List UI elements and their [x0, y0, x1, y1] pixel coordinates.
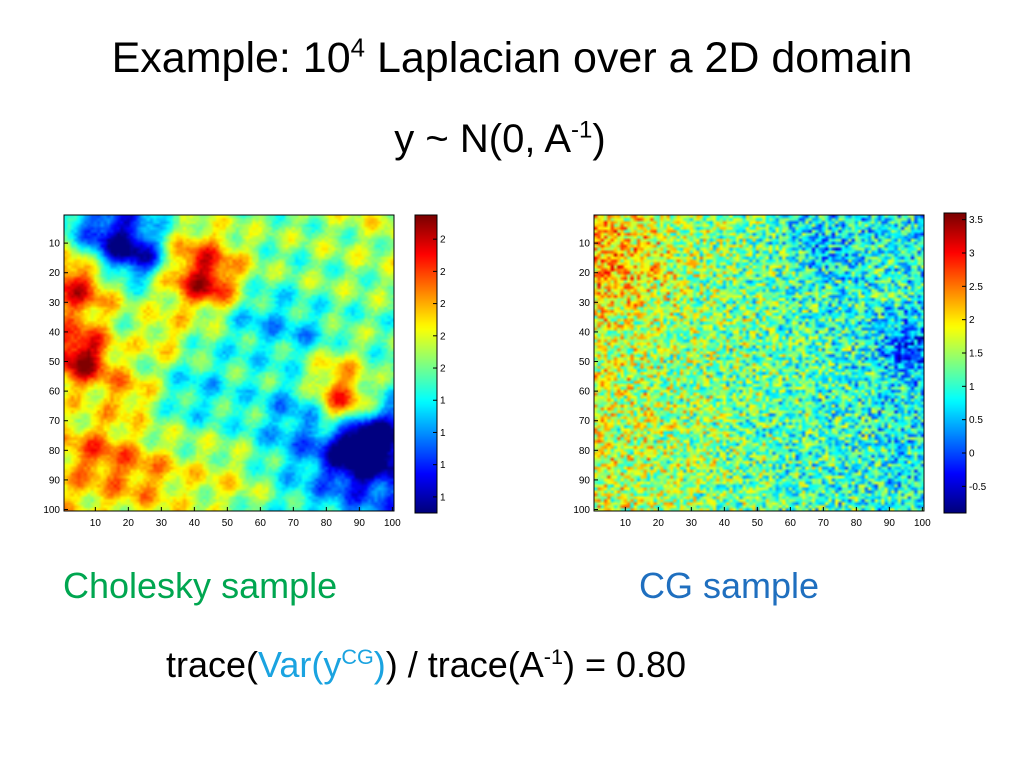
cg-y-tick-label: 50	[579, 357, 591, 368]
cholesky-heatmap-image	[64, 215, 394, 511]
cg-x-tick-label: 20	[653, 518, 665, 529]
cholesky-y-tick-label: 90	[49, 475, 61, 486]
inverse-superscript: -1	[543, 644, 563, 669]
slide-subtitle: y ~ N(0, A-1)	[394, 116, 606, 161]
cholesky-y-tick-label: 20	[49, 268, 61, 279]
cg-colorbar-tick-label: 3	[969, 249, 975, 260]
cholesky-heatmap-chart: 10 20 30 40 50 60 70 80 90 100 10 20 30 40 50 60 70 80 90 1…	[43, 214, 446, 529]
cg-colorbar	[944, 213, 966, 513]
cg-colorbar-ticks: -0.5 0 0.5 1 1.5 2 2.5 3 3.5	[962, 215, 987, 493]
cholesky-y-tick-label: 60	[49, 387, 61, 398]
cg-colorbar-tick-label: 2	[969, 315, 975, 326]
cg-x-tick-label: 50	[752, 518, 764, 529]
cg-colorbar-tick-label: -0.5	[969, 482, 987, 493]
cholesky-y-tick-label: 100	[43, 505, 60, 516]
slide-title: Example: 104 Laplacian over a 2D domain	[111, 34, 913, 82]
cg-y-tick-label: 100	[573, 505, 590, 516]
cholesky-colorbar-tick-label: 1.6	[440, 428, 446, 439]
cg-y-tick-label: 40	[579, 327, 591, 338]
cholesky-colorbar-tick-label: 2.6	[440, 267, 446, 278]
cg-x-tick-label: 70	[818, 518, 830, 529]
cg-x-tick-label: 40	[719, 518, 731, 529]
cholesky-colorbar	[415, 215, 437, 513]
cholesky-colorbar-tick-label: 2.8	[440, 235, 446, 246]
cg-plot-frame	[593, 214, 925, 512]
cholesky-y-tick-label: 40	[49, 327, 61, 338]
cholesky-y-tick-label: 10	[49, 239, 61, 250]
cg-colorbar-tick-label: 0.5	[969, 415, 983, 426]
cg-heatmap-image	[594, 215, 924, 511]
cg-x-tick-label: 100	[914, 518, 931, 529]
cholesky-plot-frame	[63, 214, 395, 512]
cholesky-x-tick-label: 100	[384, 518, 401, 529]
cholesky-y-tick-label: 70	[49, 416, 61, 427]
var-term: Var(yCG)	[258, 644, 386, 685]
trace-ratio-formula: trace(Var(yCG)) / trace(A-1) = 0.80	[166, 644, 687, 685]
cholesky-y-tick-label: 30	[49, 298, 61, 309]
cholesky-colorbar-tick-label: 2.4	[440, 299, 446, 310]
cg-colorbar-tick-label: 1.5	[969, 349, 983, 360]
cholesky-x-tick-label: 60	[255, 518, 267, 529]
cholesky-colorbar-frame	[414, 214, 438, 514]
cholesky-x-tick-label: 10	[90, 518, 102, 529]
cg-y-tick-label: 80	[579, 446, 591, 457]
cholesky-colorbar-tick-label: 1.4	[440, 460, 446, 471]
cholesky-axis-ticks: 10 20 30 40 50 60 70 80 90 100 10 20 30 40 50 60 70 80 90 1…	[43, 239, 401, 529]
cholesky-x-tick-label: 30	[156, 518, 168, 529]
cg-y-tick-label: 20	[579, 268, 591, 279]
cholesky-y-tick-label: 50	[49, 357, 61, 368]
cg-colorbar-frame	[943, 212, 967, 514]
cholesky-colorbar-tick-label: 1.8	[440, 396, 446, 407]
cg-y-tick-label: 70	[579, 416, 591, 427]
cholesky-colorbar-ticks: 1.2 1.4 1.6 1.8 2 2.2 2.4 2.6 2.8	[433, 235, 446, 503]
cg-y-tick-label: 60	[579, 387, 591, 398]
cg-x-tick-label: 80	[851, 518, 863, 529]
cg-superscript: CG	[341, 644, 374, 669]
cg-colorbar-tick-label: 3.5	[969, 215, 983, 226]
cg-colorbar-tick-label: 2.5	[969, 282, 983, 293]
cg-x-tick-label: 10	[620, 518, 632, 529]
cholesky-x-tick-label: 90	[354, 518, 366, 529]
cholesky-x-tick-label: 40	[189, 518, 201, 529]
cholesky-colorbar-tick-label: 1.2	[440, 492, 446, 503]
cg-axis-ticks: 10 20 30 40 50 60 70 80 90 100 10 20 30 40 50 60 70 80 90 1…	[573, 239, 931, 529]
cholesky-y-tick-label: 80	[49, 446, 61, 457]
cholesky-x-tick-label: 20	[123, 518, 135, 529]
cholesky-x-tick-label: 70	[288, 518, 300, 529]
cholesky-x-tick-label: 80	[321, 518, 333, 529]
cg-colorbar-tick-label: 0	[969, 449, 975, 460]
cholesky-colorbar-tick-label: 2.2	[440, 331, 446, 342]
cg-x-tick-label: 30	[686, 518, 698, 529]
cg-x-tick-label: 60	[785, 518, 797, 529]
cg-caption: CG sample	[639, 565, 820, 606]
title-exponent: 4	[350, 34, 365, 63]
cholesky-colorbar-tick-label: 2	[440, 364, 446, 375]
cg-y-tick-label: 90	[579, 475, 591, 486]
cg-y-tick-label: 30	[579, 298, 591, 309]
cholesky-caption: Cholesky sample	[63, 565, 338, 606]
cholesky-x-tick-label: 50	[222, 518, 234, 529]
cg-x-tick-label: 90	[884, 518, 896, 529]
cg-colorbar-tick-label: 1	[969, 382, 975, 393]
cg-heatmap-chart: 10 20 30 40 50 60 70 80 90 1001020304050607080901…	[573, 212, 987, 529]
subtitle-exponent: -1	[571, 116, 593, 144]
cg-y-tick-label: 10	[579, 239, 591, 250]
